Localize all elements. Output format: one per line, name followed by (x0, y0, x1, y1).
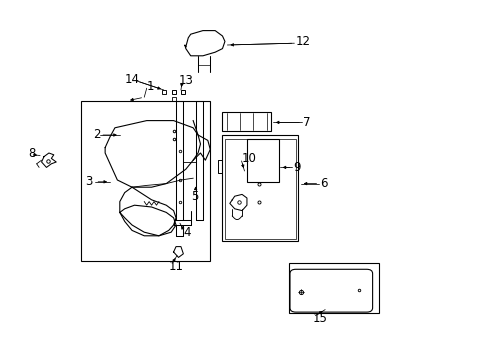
Bar (222, 112, 271, 131)
Text: 14: 14 (124, 73, 140, 86)
Bar (224, 139, 295, 239)
Text: 6: 6 (320, 177, 327, 190)
Text: 5: 5 (190, 190, 198, 203)
Bar (288, 263, 378, 313)
Text: 15: 15 (312, 312, 327, 325)
Text: 12: 12 (295, 35, 310, 48)
Text: 8: 8 (28, 147, 36, 159)
Text: 10: 10 (242, 152, 256, 165)
Text: 7: 7 (303, 116, 310, 129)
Text: 13: 13 (178, 75, 193, 87)
Text: 2: 2 (93, 129, 100, 141)
Bar (81, 101, 210, 261)
Text: 9: 9 (293, 161, 300, 174)
Bar (246, 139, 278, 182)
Text: 4: 4 (183, 226, 190, 239)
Bar (222, 135, 298, 241)
Text: 3: 3 (85, 175, 93, 188)
Text: 11: 11 (168, 260, 183, 273)
Text: 1: 1 (146, 80, 154, 93)
